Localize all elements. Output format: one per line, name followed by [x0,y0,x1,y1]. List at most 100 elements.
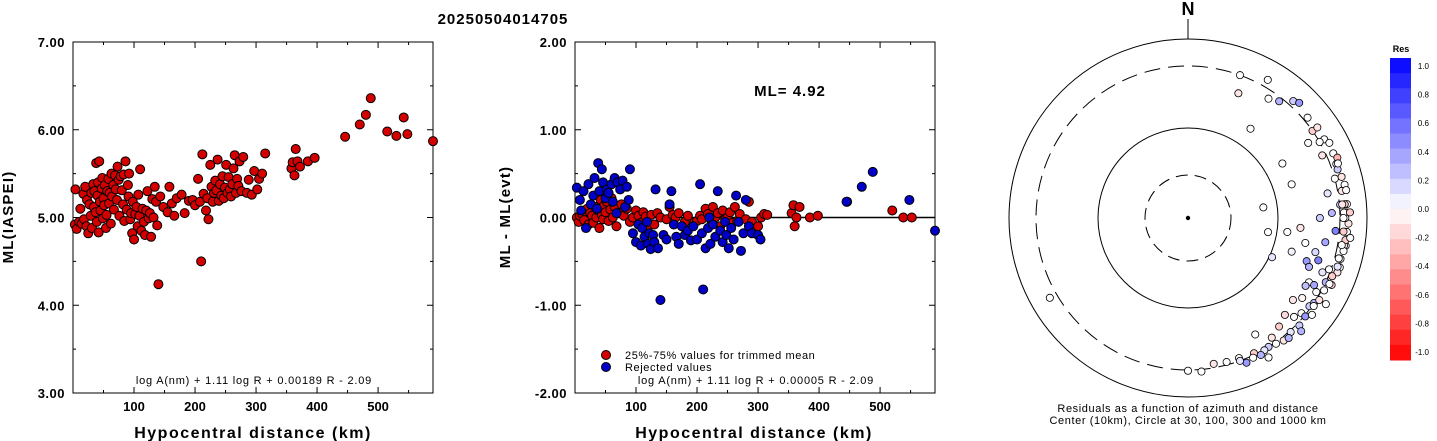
magnitude-point [124,168,135,179]
azimuth-point [1331,226,1340,235]
magnitude-point [153,279,164,290]
magnitude-point [142,186,153,197]
azimuth-caption-line-2: Center (10km), Circle at 30, 100, 300 an… [1049,415,1326,427]
rejected-point [695,179,706,190]
residual-x-ticks: 100 200 300 400 500 [605,42,912,414]
colorbar-tick-label: -1.0 [1415,348,1429,357]
azimuth-point [1283,227,1292,236]
colorbar-tick-label: -0.6 [1415,291,1429,300]
magnitude-point [309,152,320,163]
magnitude-points [69,93,438,290]
magnitude-point [75,203,86,214]
x-tick-label: 500 [869,399,891,414]
y-tick-label: 3.00 [38,386,65,401]
azimuth-point [1327,208,1336,217]
rejected-point [576,205,587,216]
magnitude-point [203,214,214,225]
azimuth-panel: N Residuals as a function of azimuth and… [1008,0,1368,427]
azimuth-point [1288,296,1297,305]
azimuth-point [1264,353,1273,362]
colorbar-swatch [1390,73,1411,89]
rejected-point [673,238,684,249]
magnitude-x-axis-label: Hypocentral distance (km) [134,425,372,441]
magnitude-point [252,184,263,195]
azimuth-point [1235,71,1244,80]
trimmed-point [789,221,800,232]
rejected-point [583,179,594,190]
azimuth-point [1290,312,1299,321]
azimuth-point [1318,151,1327,160]
residual-points [571,158,940,305]
azimuth-point [1321,238,1330,247]
rejected-point [621,181,632,192]
residual-panel: -2.00 -1.00 0.00 1.00 2.00 100 200 300 400 500 M… [497,35,940,441]
residual-colorbar: Res 1.0 0.8 0.6 0.4 0.2 0.0 -0.2 -0.4 -0.6 -0.8 -1… [1390,44,1430,361]
azimuth-point [1312,288,1321,297]
rejected-point [723,243,734,254]
magnitude-point [149,181,160,192]
magnitude-point [129,234,140,245]
colorbar-swatch [1390,163,1411,180]
rejected-point [627,228,638,239]
rejected-point [721,230,732,241]
trimmed-point [887,205,898,216]
azimuth-point [1264,94,1273,103]
azimuth-point [1259,203,1268,212]
x-tick-label: 100 [123,399,145,414]
rejected-point [574,194,585,205]
rejected-point [623,194,634,205]
rejected-point [904,194,915,205]
magnitude-point [205,159,216,170]
magnitude-point [135,164,146,175]
azimuth-point [1321,300,1330,309]
magnitude-point [176,189,187,200]
rejected-point [661,234,672,245]
colorbar-tick-label: 0.4 [1418,148,1430,157]
magnitude-point [201,205,212,216]
azimuth-point [1315,213,1324,222]
x-tick-label: 100 [625,399,647,414]
azimuth-caption-line-1: Residuals as a function of azimuth and d… [1057,403,1318,415]
magnitude-point [112,161,123,172]
azimuth-point [1298,293,1307,302]
rejected-point [611,208,622,219]
azimuth-point [1242,358,1251,367]
azimuth-point [1267,333,1276,342]
colorbar-tick-label: -0.8 [1415,319,1429,328]
x-tick-label: 200 [184,399,206,414]
x-tick-label: 400 [306,399,328,414]
azimuth-point [1337,241,1346,250]
azimuth-point [1268,253,1277,262]
magnitude-point [196,256,207,267]
azimuth-point [1249,353,1258,362]
azimuth-point [1314,256,1323,265]
colorbar-title: Res [1393,44,1410,54]
magnitude-point [152,220,163,231]
colorbar-swatch [1390,118,1411,134]
magnitude-point [169,210,180,221]
azimuth-point [1297,327,1306,336]
north-label: N [1182,0,1195,19]
colorbar-tick-label: 0.2 [1418,176,1430,185]
magnitude-point [94,156,105,167]
legend-rejected-label: Rejected values [625,362,712,374]
magnitude-point [108,204,119,215]
colorbar-ticks: 1.0 0.8 0.6 0.4 0.2 0.0 -0.2 -0.4 -0.6 -0.8 -1.0 [1415,62,1429,357]
magnitude-point [428,136,438,147]
colorbar-swatch [1390,193,1411,210]
azimuth-point [1325,138,1334,147]
y-tick-label: -2.00 [535,386,567,401]
trimmed-point [673,208,684,219]
rejected-point [731,190,742,201]
magnitude-point [294,161,305,172]
azimuth-point [1313,123,1322,132]
colorbar-swatch [1390,314,1411,331]
magnitude-point [70,184,81,195]
azimuth-point [1222,358,1231,367]
rejected-point [705,238,716,249]
rejected-point [607,196,618,207]
rejected-point [726,223,737,234]
magnitude-point [238,151,249,162]
y-tick-label: 1.00 [540,123,567,138]
rejected-point [930,225,940,236]
